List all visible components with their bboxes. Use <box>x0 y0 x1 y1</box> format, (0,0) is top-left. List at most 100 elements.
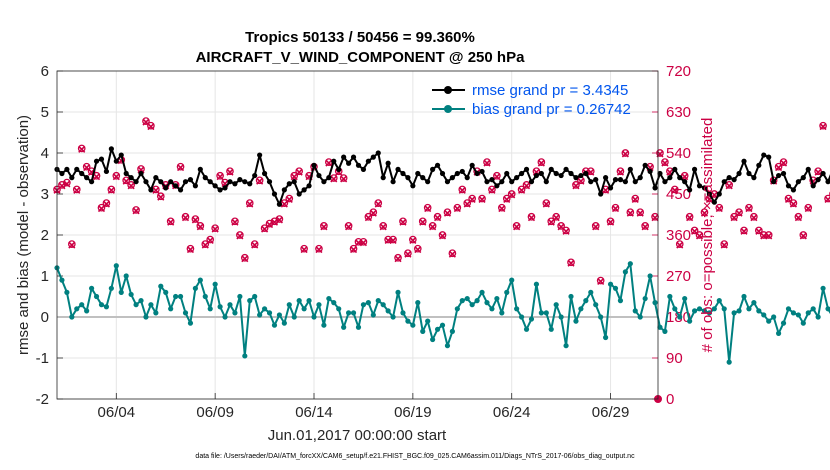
series-rmse-point <box>691 166 698 172</box>
series-rmse-point <box>593 177 599 183</box>
obs-assimilated-point <box>527 214 536 222</box>
series-rmse-point <box>573 175 579 181</box>
obs-assimilated-point <box>478 195 486 204</box>
series-bias-point <box>177 293 184 300</box>
obs-possible-point <box>344 222 353 230</box>
series-bias-point <box>281 320 287 326</box>
series-bias-point <box>598 314 604 320</box>
obs-possible-point <box>670 185 679 194</box>
series-rmse-point <box>252 172 258 179</box>
legend-bias-marker <box>444 105 452 113</box>
x-tick-label: 06/04 <box>98 404 136 421</box>
series-rmse-point <box>701 185 708 191</box>
obs-possible-point <box>196 222 205 230</box>
series-rmse-point <box>682 179 688 185</box>
series-bias-point <box>108 285 114 291</box>
obs-assimilated-point <box>300 246 308 254</box>
series-rmse-point <box>311 162 317 168</box>
obs-assimilated-point <box>429 223 437 231</box>
series-bias-point <box>306 298 312 304</box>
obs-possible-point <box>631 194 640 203</box>
obs-assimilated-point <box>577 177 585 185</box>
series-bias-point <box>341 324 347 330</box>
series-rmse-point <box>780 170 787 177</box>
series-bias-point <box>652 300 658 306</box>
obs-possible-point <box>428 222 437 230</box>
series-bias-point <box>677 314 683 320</box>
series-bias-point <box>439 322 446 328</box>
obs-possible-point <box>754 226 763 235</box>
series-rmse-point <box>346 160 352 166</box>
right-tick-label: 90 <box>666 350 683 367</box>
series-rmse-point <box>261 170 268 177</box>
obs-assimilated-point <box>779 159 788 167</box>
series-rmse-point <box>652 185 658 191</box>
series-bias-point <box>474 298 480 304</box>
obs-assimilated-point <box>325 159 333 167</box>
right-tick-label: 360 <box>666 227 691 244</box>
series-bias-point <box>687 318 693 324</box>
series-rmse-point <box>790 187 797 193</box>
series-bias-point <box>400 310 406 316</box>
series-rmse-point <box>301 187 307 193</box>
series-bias-point <box>257 312 263 318</box>
series-bias-point <box>785 306 792 312</box>
series-rmse-point <box>603 175 609 181</box>
obs-assimilated-point <box>424 205 432 213</box>
x-tick-label: 06/19 <box>394 404 432 421</box>
series-rmse-point <box>380 175 386 181</box>
series-rmse-point <box>622 179 628 185</box>
series-bias-point <box>202 293 208 300</box>
series-rmse-point <box>543 179 549 185</box>
obs-possible-point <box>201 240 210 248</box>
series-rmse-point <box>192 183 198 189</box>
series-bias-point <box>533 281 540 287</box>
obs-possible-point <box>349 244 358 253</box>
obs-possible-point <box>458 185 467 194</box>
series-rmse-point <box>721 179 727 185</box>
series-bias-point <box>128 291 134 298</box>
obs-possible-point <box>522 181 531 189</box>
obs-assimilated-point <box>641 223 649 231</box>
series-bias-point <box>123 273 129 279</box>
series-bias-point <box>395 289 401 295</box>
series-bias-point <box>775 330 782 336</box>
series-bias-point <box>98 302 105 308</box>
obs-possible-point <box>399 217 407 226</box>
series-rmse-point <box>494 183 500 189</box>
series-rmse-point <box>771 179 777 185</box>
series-rmse-point <box>795 179 801 185</box>
series-bias-point <box>276 312 283 318</box>
obs-assimilated-point <box>799 232 807 240</box>
series-rmse-point <box>266 179 273 185</box>
series-bias-point <box>192 285 198 291</box>
series-bias-point <box>662 328 668 334</box>
obs-possible-point <box>448 249 457 258</box>
series-bias-point <box>800 320 806 326</box>
obs-possible-point <box>255 176 264 185</box>
obs-possible-point <box>814 167 822 176</box>
series-rmse-point <box>627 166 633 172</box>
obs-possible-point <box>300 244 308 253</box>
obs-possible-point <box>186 244 195 253</box>
obs-assimilated-point <box>216 173 224 181</box>
obs-possible-point <box>779 158 788 166</box>
obs-assimilated-point <box>107 186 115 194</box>
obs-assimilated-point <box>275 216 283 224</box>
series-bias-point <box>148 302 154 308</box>
series-bias-point <box>815 314 821 320</box>
series-rmse-point <box>706 191 713 197</box>
obs-possible-point <box>404 249 412 258</box>
series-bias-point <box>247 298 253 304</box>
obs-assimilated-point <box>285 195 293 204</box>
series-bias-point <box>810 306 816 312</box>
obs-assimilated-point <box>176 164 185 172</box>
right-tick-label: 270 <box>666 268 691 285</box>
series-bias-point <box>790 310 797 316</box>
series-rmse-point <box>667 175 673 181</box>
series-rmse-point <box>385 160 391 166</box>
obs-assimilated-point <box>152 186 160 194</box>
y-tick-label: 6 <box>41 63 49 80</box>
series-rmse-point <box>766 154 772 160</box>
series-rmse-point <box>696 183 703 189</box>
